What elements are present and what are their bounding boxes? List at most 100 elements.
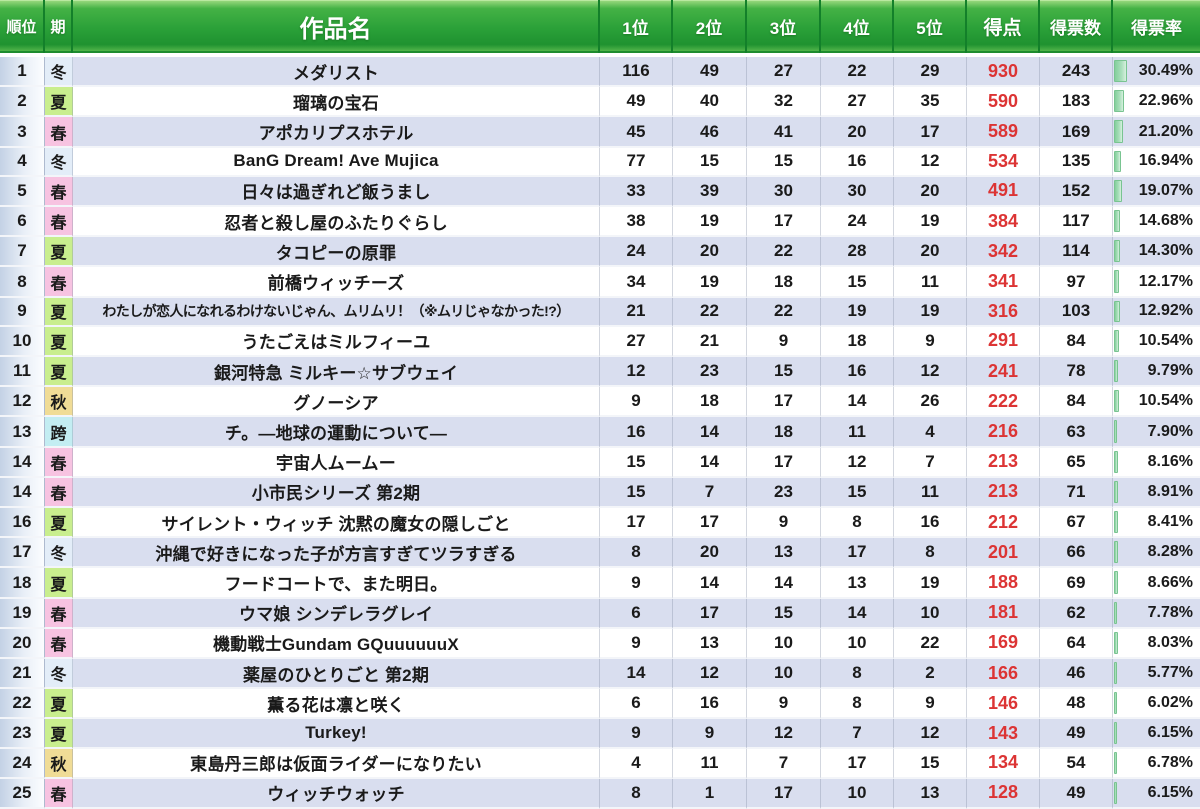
vote-rate-cell: 19.07% [1113, 176, 1200, 208]
score-cell: 589 [967, 117, 1040, 148]
header-season: 期 [45, 0, 73, 53]
votes-4th-cell: 10 [821, 628, 894, 660]
votes-5th-cell: 20 [894, 237, 967, 268]
votes-2nd-cell: 19 [673, 207, 747, 238]
rate-value: 14.30% [1138, 242, 1193, 260]
votes-3rd-cell: 18 [747, 267, 821, 298]
header-5th: 5位 [894, 0, 967, 53]
votes-4th-cell: 7 [821, 719, 894, 749]
votes-4th-cell: 20 [821, 117, 894, 148]
rank-cell: 25 [0, 778, 45, 809]
votes-5th-cell: 4 [894, 417, 967, 448]
votes-2nd-cell: 17 [673, 508, 747, 539]
vote-count-cell: 54 [1040, 748, 1113, 779]
vote-rate-cell: 21.20% [1113, 117, 1200, 148]
votes-4th-cell: 16 [821, 147, 894, 177]
header-score: 得点 [967, 0, 1040, 53]
vote-count-cell: 66 [1040, 538, 1113, 569]
votes-1st-cell: 9 [600, 719, 673, 749]
vote-rate-cell: 14.68% [1113, 207, 1200, 238]
vote-count-cell: 69 [1040, 568, 1113, 599]
votes-5th-cell: 10 [894, 598, 967, 629]
title-cell: メダリスト [73, 57, 600, 88]
votes-1st-cell: 27 [600, 326, 673, 358]
rank-cell: 16 [0, 508, 45, 539]
votes-5th-cell: 2 [894, 659, 967, 690]
votes-5th-cell: 16 [894, 508, 967, 539]
rate-value: 9.79% [1147, 362, 1193, 380]
votes-3rd-cell: 17 [747, 207, 821, 238]
votes-1st-cell: 9 [600, 568, 673, 599]
season-cell: 夏 [45, 719, 73, 749]
table-row: 16 夏 サイレント・ウィッチ 沈黙の魔女の隠しごと 17 17 9 8 16 … [0, 508, 1200, 539]
votes-1st-cell: 16 [600, 417, 673, 448]
votes-2nd-cell: 19 [673, 267, 747, 298]
season-cell: 夏 [45, 568, 73, 599]
score-cell: 534 [967, 147, 1040, 177]
header-title: 作品名 [73, 0, 600, 53]
vote-count-cell: 135 [1040, 147, 1113, 177]
votes-3rd-cell: 17 [747, 387, 821, 418]
score-cell: 169 [967, 628, 1040, 660]
title-cell: 薫る花は凛と咲く [73, 689, 600, 720]
votes-1st-cell: 4 [600, 748, 673, 779]
score-cell: 316 [967, 297, 1040, 327]
votes-4th-cell: 18 [821, 326, 894, 358]
title-cell: タコピーの原罪 [73, 237, 600, 268]
votes-3rd-cell: 10 [747, 628, 821, 660]
header-2nd: 2位 [673, 0, 747, 53]
vote-rate-cell: 10.54% [1113, 326, 1200, 358]
votes-3rd-cell: 18 [747, 417, 821, 448]
score-cell: 241 [967, 357, 1040, 388]
table-row: 23 夏 Turkey! 9 9 12 7 12 143 49 6.15% [0, 719, 1200, 749]
rank-cell: 9 [0, 297, 45, 327]
rate-data-bar [1114, 480, 1118, 504]
score-cell: 201 [967, 538, 1040, 569]
header-votes: 得票数 [1040, 0, 1113, 53]
title-cell: Turkey! [73, 719, 600, 749]
votes-3rd-cell: 15 [747, 598, 821, 629]
score-cell: 143 [967, 719, 1040, 749]
vote-rate-cell: 14.30% [1113, 237, 1200, 268]
vote-rate-cell: 6.02% [1113, 689, 1200, 720]
season-cell: 冬 [45, 538, 73, 569]
rate-data-bar [1114, 511, 1118, 534]
votes-1st-cell: 14 [600, 659, 673, 690]
vote-rate-cell: 30.49% [1113, 57, 1200, 88]
votes-3rd-cell: 41 [747, 117, 821, 148]
rank-cell: 6 [0, 207, 45, 238]
score-cell: 222 [967, 387, 1040, 418]
score-cell: 491 [967, 176, 1040, 208]
title-cell: フードコートで、また明日。 [73, 568, 600, 599]
votes-1st-cell: 45 [600, 117, 673, 148]
season-cell: 春 [45, 447, 73, 478]
votes-1st-cell: 8 [600, 538, 673, 569]
votes-2nd-cell: 11 [673, 748, 747, 779]
votes-1st-cell: 9 [600, 628, 673, 660]
votes-3rd-cell: 10 [747, 659, 821, 690]
votes-4th-cell: 19 [821, 297, 894, 327]
rate-data-bar [1114, 360, 1119, 383]
votes-5th-cell: 22 [894, 628, 967, 660]
rate-data-bar [1114, 722, 1117, 744]
votes-4th-cell: 13 [821, 568, 894, 599]
vote-count-cell: 84 [1040, 387, 1113, 418]
votes-3rd-cell: 15 [747, 357, 821, 388]
votes-2nd-cell: 22 [673, 297, 747, 327]
rate-value: 7.90% [1147, 422, 1193, 440]
title-cell: 瑠璃の宝石 [73, 87, 600, 118]
rate-data-bar [1114, 631, 1118, 655]
votes-1st-cell: 9 [600, 387, 673, 418]
rate-value: 30.49% [1138, 62, 1193, 80]
vote-count-cell: 152 [1040, 176, 1113, 208]
vote-rate-cell: 12.92% [1113, 297, 1200, 327]
rate-value: 16.94% [1138, 152, 1193, 170]
rate-value: 6.15% [1147, 783, 1193, 801]
score-cell: 930 [967, 57, 1040, 88]
votes-2nd-cell: 14 [673, 417, 747, 448]
votes-5th-cell: 29 [894, 57, 967, 88]
header-1st: 1位 [600, 0, 673, 53]
title-cell: 薬屋のひとりごと 第2期 [73, 659, 600, 690]
votes-1st-cell: 8 [600, 778, 673, 809]
votes-2nd-cell: 16 [673, 689, 747, 720]
